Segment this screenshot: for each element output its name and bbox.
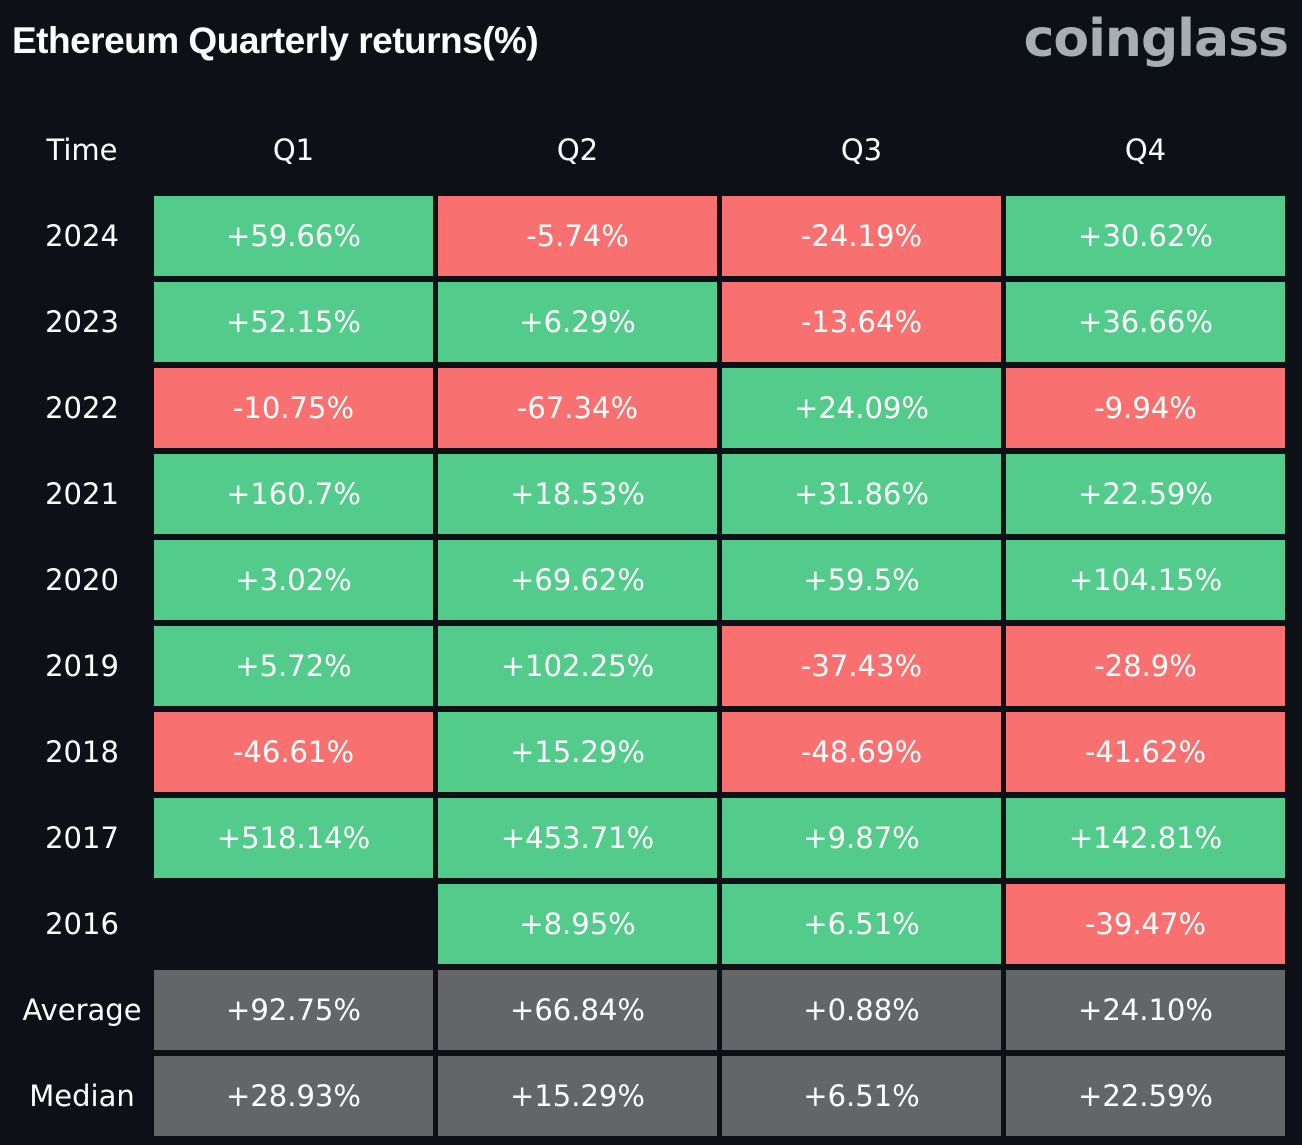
return-cell: -37.43% bbox=[722, 626, 1001, 706]
return-cell: +5.72% bbox=[154, 626, 433, 706]
column-header-time: Time bbox=[46, 133, 118, 167]
return-cell: +36.66% bbox=[1006, 282, 1285, 362]
return-cell: -9.94% bbox=[1006, 368, 1285, 448]
return-cell: +6.51% bbox=[722, 884, 1001, 964]
column-header-q4: Q4 bbox=[1124, 133, 1167, 167]
return-cell: +59.66% bbox=[154, 196, 433, 276]
row-label: 2021 bbox=[45, 477, 119, 511]
return-cell: +24.09% bbox=[722, 368, 1001, 448]
row-label: 2019 bbox=[45, 649, 119, 683]
return-cell: +9.87% bbox=[722, 798, 1001, 878]
summary-cell: +6.51% bbox=[722, 1056, 1001, 1136]
return-cell: +104.15% bbox=[1006, 540, 1285, 620]
return-cell: -48.69% bbox=[722, 712, 1001, 792]
column-header-q1: Q1 bbox=[272, 133, 315, 167]
row-label: Average bbox=[22, 993, 142, 1027]
return-cell: +142.81% bbox=[1006, 798, 1285, 878]
summary-cell: +92.75% bbox=[154, 970, 433, 1050]
return-cell: -41.62% bbox=[1006, 712, 1285, 792]
row-label: Median bbox=[29, 1079, 135, 1113]
return-cell: +160.7% bbox=[154, 454, 433, 534]
return-cell: +69.62% bbox=[438, 540, 717, 620]
row-label: 2020 bbox=[45, 563, 119, 597]
summary-cell: +0.88% bbox=[722, 970, 1001, 1050]
row-label: 2024 bbox=[45, 219, 119, 253]
return-cell: +52.15% bbox=[154, 282, 433, 362]
column-header-q3: Q3 bbox=[840, 133, 883, 167]
return-cell: -5.74% bbox=[438, 196, 717, 276]
return-cell: -28.9% bbox=[1006, 626, 1285, 706]
chart-title: Ethereum Quarterly returns(%) bbox=[12, 20, 539, 61]
return-cell: +6.29% bbox=[438, 282, 717, 362]
return-cell: +102.25% bbox=[438, 626, 717, 706]
row-label: 2017 bbox=[45, 821, 119, 855]
return-cell: +15.29% bbox=[438, 712, 717, 792]
return-cell: +18.53% bbox=[438, 454, 717, 534]
row-label: 2022 bbox=[45, 391, 119, 425]
return-cell: +22.59% bbox=[1006, 454, 1285, 534]
brand-logo: coinglass bbox=[1023, 9, 1289, 69]
summary-cell: +66.84% bbox=[438, 970, 717, 1050]
return-cell: +518.14% bbox=[154, 798, 433, 878]
row-label: 2016 bbox=[45, 907, 119, 941]
return-cell: +30.62% bbox=[1006, 196, 1285, 276]
return-cell: +3.02% bbox=[154, 540, 433, 620]
row-label: 2018 bbox=[45, 735, 119, 769]
return-cell: +59.5% bbox=[722, 540, 1001, 620]
summary-cell: +15.29% bbox=[438, 1056, 717, 1136]
return-cell: +31.86% bbox=[722, 454, 1001, 534]
summary-cell: +28.93% bbox=[154, 1056, 433, 1136]
return-cell: -39.47% bbox=[1006, 884, 1285, 964]
return-cell: -46.61% bbox=[154, 712, 433, 792]
return-cell: -10.75% bbox=[154, 368, 433, 448]
return-cell: -67.34% bbox=[438, 368, 717, 448]
return-cell: -13.64% bbox=[722, 282, 1001, 362]
row-label: 2023 bbox=[45, 305, 119, 339]
return-cell: +8.95% bbox=[438, 884, 717, 964]
column-header-q2: Q2 bbox=[556, 133, 599, 167]
return-cell: -24.19% bbox=[722, 196, 1001, 276]
summary-cell: +22.59% bbox=[1006, 1056, 1285, 1136]
return-cell bbox=[154, 884, 433, 964]
return-cell: +453.71% bbox=[438, 798, 717, 878]
summary-cell: +24.10% bbox=[1006, 970, 1285, 1050]
